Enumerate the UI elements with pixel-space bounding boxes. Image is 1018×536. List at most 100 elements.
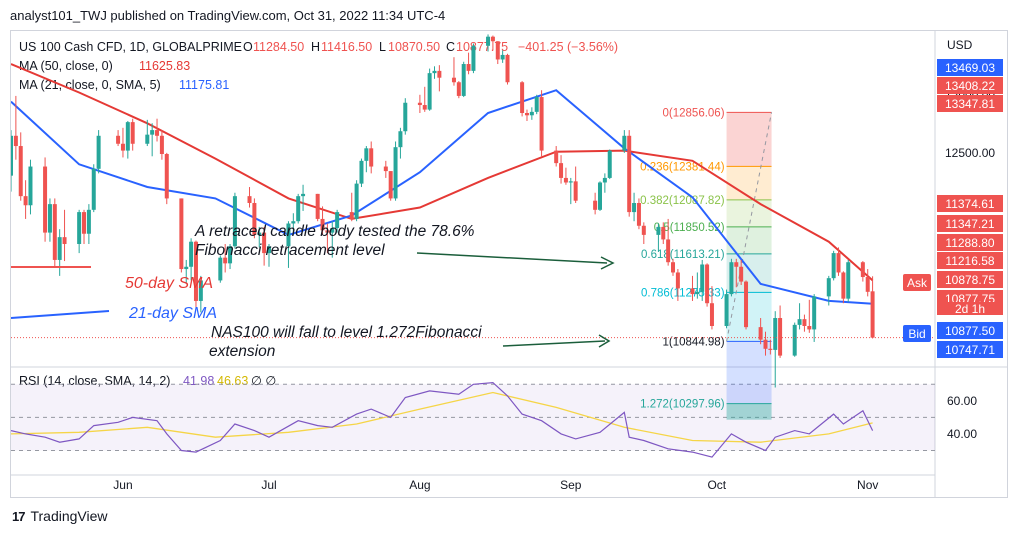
fib-label-0: 0(12856.06)	[663, 107, 725, 119]
legend-close: 10877.75	[456, 40, 508, 54]
candle-67	[486, 34, 491, 52]
fib-zone-ext	[726, 403, 772, 420]
price-badge-bg	[937, 271, 1003, 288]
candle-123	[870, 276, 875, 339]
candle-body	[607, 150, 612, 178]
fib-zone-4	[726, 253, 772, 293]
price-badge-bg	[937, 341, 1003, 358]
candle-body	[456, 82, 461, 96]
candle-body	[223, 257, 228, 264]
candle-body	[262, 232, 267, 254]
candle-body	[690, 288, 695, 295]
candle-body	[656, 226, 661, 235]
candle-body	[164, 154, 169, 199]
candle-61	[437, 65, 442, 92]
candle-29	[218, 255, 223, 283]
candle-43	[320, 206, 325, 235]
candle-39	[291, 213, 296, 235]
candle-114	[807, 299, 812, 333]
candle-body	[349, 212, 354, 219]
fib-label-7: 1.272(10297.96)	[640, 399, 725, 411]
candle-body	[700, 264, 705, 292]
fibonacci-tool[interactable]: 0(12856.06) 0.236(12381.44) 0.382(12087.82…	[640, 107, 773, 420]
candle-22	[159, 130, 164, 160]
candle-55	[398, 127, 403, 159]
bid-tag[interactable]: Bid	[903, 325, 931, 342]
candle-17	[125, 120, 130, 159]
price-badge-text: 13347.81	[945, 97, 995, 111]
candle-body	[812, 296, 817, 330]
candle-body	[159, 135, 164, 155]
candle-body	[232, 196, 237, 247]
candle-body	[539, 97, 544, 151]
chart-panel[interactable]: US 100 Cash CFD, 1D, GLOBALPRIME O 11284…	[9, 30, 1008, 498]
candle-body	[116, 135, 121, 144]
candle-84	[602, 173, 607, 193]
candle-95	[675, 269, 680, 301]
candle-0	[9, 130, 13, 192]
tradingview-logo-icon: 17	[12, 508, 26, 524]
legend-symbol: US 100 Cash CFD, 1D, GLOBALPRIME	[19, 40, 242, 54]
candle-body	[573, 181, 578, 201]
candle-body	[335, 212, 340, 229]
legend-ma50-label: MA (50, close, 0)	[19, 59, 113, 73]
tradingview-footer[interactable]: 17 TradingView	[12, 508, 108, 524]
candle-34	[252, 198, 257, 239]
candle-body	[495, 41, 500, 60]
fib-label-4: 0.618(11613.21)	[641, 249, 725, 261]
candle-23	[164, 152, 169, 205]
candle-body	[505, 54, 510, 83]
price-badge-6: 11216.58	[937, 252, 1003, 269]
price-badge-text: 11347.21	[945, 217, 994, 231]
candle-body	[632, 202, 637, 213]
price-badge-bg	[937, 77, 1003, 94]
candle-66	[471, 43, 476, 74]
candle-body	[43, 166, 48, 233]
candle-18	[130, 118, 135, 151]
candle-79	[563, 167, 568, 185]
candle-68	[490, 35, 495, 51]
candle-63	[456, 81, 461, 99]
price-badge-text: 11288.80	[945, 236, 994, 250]
candle-body	[705, 264, 710, 304]
rsi-line	[10, 381, 874, 458]
time-label-jun: Jun	[113, 478, 132, 492]
candle-body	[846, 262, 851, 299]
candle-80	[568, 177, 573, 205]
candle-13	[91, 164, 96, 213]
candle-body	[432, 70, 437, 74]
candle-86	[622, 130, 627, 153]
candle-body	[228, 246, 233, 264]
candle-body	[563, 177, 568, 183]
fib-label-2: 0.382(12087.82)	[640, 195, 725, 207]
ma50-line	[10, 63, 874, 282]
price-badge-text: 10878.75	[945, 273, 995, 287]
ma21-line	[10, 89, 873, 305]
candle-body	[520, 82, 525, 114]
candlestick-chart[interactable]: US 100 Cash CFD, 1D, GLOBALPRIME O 11284…	[9, 31, 1007, 497]
fib-zone-6	[726, 341, 772, 404]
candle-body	[130, 122, 135, 144]
candle-113	[802, 314, 807, 332]
legend-open: 11284.50	[253, 40, 304, 54]
candle-body	[729, 262, 734, 295]
candle-20	[150, 123, 155, 157]
fib-zone-2	[726, 199, 772, 227]
candle-body	[184, 266, 189, 270]
ask-tag-label: Ask	[907, 276, 928, 290]
candle-85	[607, 149, 612, 180]
fib-zone-5	[726, 292, 772, 342]
candle-101	[724, 289, 729, 329]
legend-ma21-value: 11175.81	[179, 78, 229, 92]
candle-109	[773, 311, 778, 388]
legend-ma50-value: 11625.83	[139, 59, 190, 73]
candle-74	[529, 107, 534, 120]
ma50-layer	[10, 63, 874, 282]
price-badge-text: 10747.71	[945, 343, 995, 357]
candle-60	[432, 66, 437, 79]
candle-41	[301, 184, 306, 211]
annotation-retrace-line2: Fibonacci retracement level	[195, 242, 385, 259]
arrow-retrace-head	[600, 256, 615, 270]
price-badge-text: 11216.58	[945, 254, 994, 268]
ask-tag[interactable]: Ask	[903, 274, 931, 291]
